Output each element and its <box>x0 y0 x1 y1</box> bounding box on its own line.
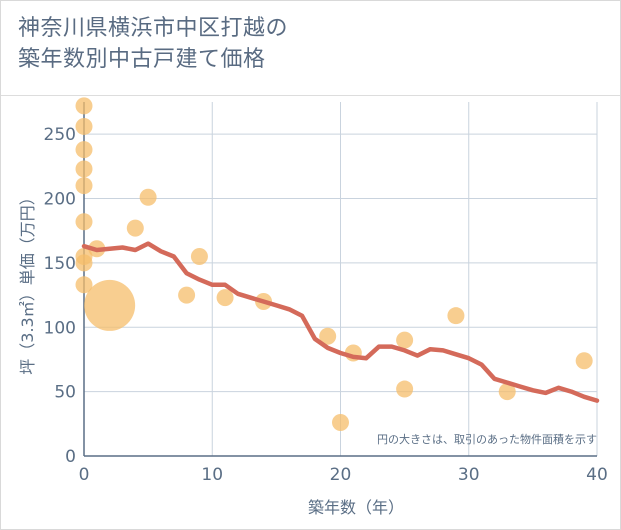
bubble-point <box>75 213 93 231</box>
bubble-point <box>190 247 208 265</box>
bubble-point <box>396 380 414 398</box>
title-divider <box>1 95 620 96</box>
title-line-2: 築年数別中古戸建て価格 <box>18 47 266 72</box>
x-tick-label: 30 <box>458 465 480 485</box>
bubble-point <box>319 327 337 345</box>
bubble-point <box>75 117 93 135</box>
x-tick-label: 10 <box>201 465 223 485</box>
y-tick-label: 0 <box>65 447 76 467</box>
bubble-point <box>75 160 93 178</box>
x-tick-label: 20 <box>330 465 352 485</box>
bubble-point <box>498 383 516 401</box>
x-axis-label: 築年数（年） <box>308 498 404 517</box>
trend-line <box>81 241 600 403</box>
bubble-point <box>75 97 93 115</box>
bubble-point <box>75 141 93 159</box>
title-line-1: 神奈川県横浜市中区打越の <box>18 16 289 41</box>
y-tick-label: 250 <box>44 125 76 145</box>
y-tick-label: 100 <box>44 318 76 338</box>
bubble-point <box>216 289 234 307</box>
bubble-point <box>332 414 349 432</box>
chart-note: 円の大きさは、取引のあった物件面積を示す <box>377 432 597 446</box>
chart-title: 神奈川県横浜市中区打越の 築年数別中古戸建て価格 <box>18 13 288 75</box>
bubble-point <box>447 307 465 325</box>
x-tick-label: 0 <box>79 465 90 485</box>
bubble-point <box>396 331 414 349</box>
tick-labels: 0 50 100 150 200 250 0 10 20 30 40 <box>44 125 608 485</box>
bubble-point <box>575 352 593 370</box>
bubble-point <box>84 279 136 331</box>
grid-lines <box>83 102 598 457</box>
y-tick-label: 150 <box>44 254 76 274</box>
bubble-point <box>75 254 93 272</box>
bubble-point <box>139 188 157 206</box>
bubble-layer <box>75 97 593 432</box>
bubble-point <box>75 276 93 294</box>
bubble-point <box>126 219 144 237</box>
y-tick-label: 50 <box>54 383 76 403</box>
y-axis-label: 坪（3.3㎡）単価（万円） <box>18 189 37 374</box>
trend-layer <box>81 241 600 403</box>
y-tick-label: 200 <box>44 190 76 210</box>
x-tick-label: 40 <box>586 465 608 485</box>
bubble-point <box>75 177 93 195</box>
bubble-point <box>178 286 196 304</box>
